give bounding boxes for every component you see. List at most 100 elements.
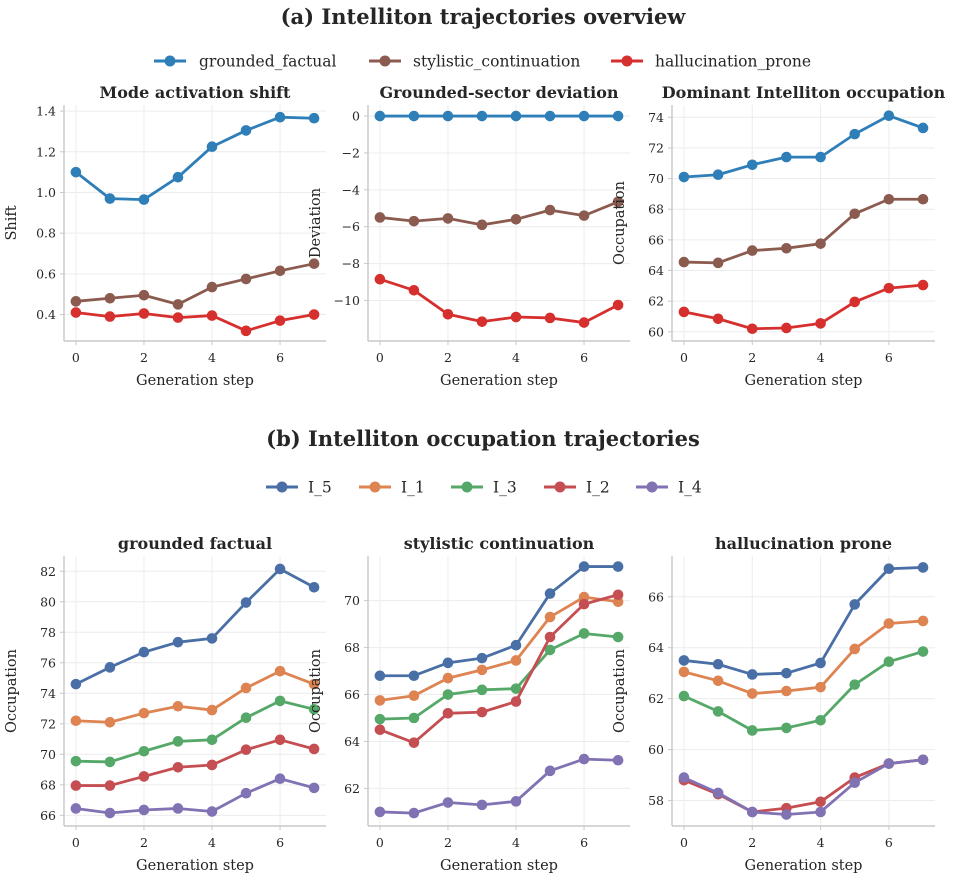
data-point-hallucination-prone bbox=[712, 313, 724, 325]
series-line-i-5 bbox=[682, 566, 925, 676]
data-point-i-2 bbox=[206, 759, 218, 771]
data-point-i-4 bbox=[578, 753, 590, 765]
data-point-stylistic-continuation bbox=[408, 215, 420, 227]
series-grounded-factual bbox=[678, 110, 929, 183]
y-tick-label: 0 bbox=[352, 109, 360, 124]
panel-title: hallucination prone bbox=[715, 534, 892, 553]
series-line-i-3 bbox=[378, 632, 620, 721]
series-line-i-4 bbox=[378, 757, 620, 815]
data-point-i-1 bbox=[442, 672, 454, 684]
data-point-i-3 bbox=[883, 656, 895, 668]
data-point-i-4 bbox=[544, 765, 556, 777]
panel-dominant-intelliton-occupation: 60 62 64 66 68 70 72 74 0 2 4 6 Dominant Intelliton … bbox=[612, 83, 946, 389]
series-line-i-1 bbox=[378, 595, 620, 702]
data-point-i-5 bbox=[815, 657, 826, 669]
data-point-hallucination-prone bbox=[917, 279, 929, 291]
x-tick-label: 4 bbox=[208, 835, 216, 850]
series-i-5 bbox=[678, 562, 929, 680]
series-i-2 bbox=[374, 589, 624, 748]
panel-title: grounded factual bbox=[118, 534, 272, 553]
data-point-i-3 bbox=[678, 690, 690, 702]
y-tick-label: 74 bbox=[648, 110, 664, 125]
data-point-i-3 bbox=[274, 695, 286, 707]
section-a-title: (a) Intelliton trajectories overview bbox=[281, 4, 687, 29]
section-b-legend: I_5 I_1 I_3 I_2 I_4 bbox=[266, 479, 702, 497]
data-point-i-4 bbox=[476, 799, 488, 811]
data-point-i-1 bbox=[476, 664, 488, 676]
series-line-grounded-factual bbox=[74, 115, 316, 202]
data-point-grounded-factual bbox=[781, 151, 792, 163]
data-point-stylistic-continuation bbox=[138, 289, 150, 301]
y-tick-label: 62 bbox=[648, 294, 664, 309]
y-tick-label: 70 bbox=[344, 593, 360, 608]
data-point-i-1 bbox=[206, 704, 218, 716]
data-point-i-5 bbox=[70, 678, 82, 690]
data-point-i-1 bbox=[70, 715, 82, 727]
x-tick-label: 0 bbox=[72, 835, 80, 850]
data-point-i-3 bbox=[442, 689, 454, 700]
data-point-i-5 bbox=[408, 670, 420, 682]
x-tick-label: 0 bbox=[680, 835, 688, 850]
data-point-grounded-factual bbox=[544, 110, 556, 122]
data-point-hallucination-prone bbox=[138, 308, 150, 319]
y-tick-label: 72 bbox=[40, 716, 56, 731]
data-point-i-4 bbox=[172, 803, 184, 814]
x-tick-label: 2 bbox=[140, 350, 148, 365]
x-axis-label: Generation step bbox=[745, 373, 863, 389]
data-point-i-4 bbox=[104, 807, 116, 819]
data-point-hallucination-prone bbox=[104, 311, 116, 322]
data-point-i-3 bbox=[917, 646, 929, 657]
legend-marker-i-5 bbox=[276, 481, 288, 493]
data-point-grounded-factual bbox=[240, 125, 252, 136]
y-tick-label: −8 bbox=[342, 256, 360, 271]
data-point-i-5 bbox=[917, 562, 929, 573]
series-i-4 bbox=[678, 754, 929, 820]
legend-label-i-4: I_4 bbox=[678, 479, 702, 497]
data-point-i-5 bbox=[172, 636, 184, 648]
data-point-grounded-factual bbox=[70, 166, 82, 178]
series-i-3 bbox=[678, 646, 929, 736]
y-tick-label: 66 bbox=[648, 589, 664, 604]
series-line-i-1 bbox=[74, 669, 316, 724]
series-line-hallucination-prone bbox=[378, 277, 620, 324]
x-tick-label: 6 bbox=[276, 835, 284, 850]
y-tick-label: 80 bbox=[40, 594, 56, 609]
series-i-4 bbox=[70, 773, 320, 819]
y-tick-label: 64 bbox=[648, 640, 664, 655]
x-tick-label: 4 bbox=[817, 350, 825, 365]
y-tick-label: −6 bbox=[342, 219, 360, 234]
y-tick-label: 66 bbox=[648, 232, 664, 247]
data-point-i-4 bbox=[510, 796, 522, 807]
data-point-i-3 bbox=[544, 644, 556, 656]
y-tick-label: 76 bbox=[40, 655, 56, 670]
data-point-i-5 bbox=[374, 670, 386, 682]
data-point-i-5 bbox=[510, 639, 522, 651]
series-hallucination-prone bbox=[70, 307, 320, 337]
data-point-i-2 bbox=[408, 737, 420, 748]
data-point-i-3 bbox=[104, 756, 116, 768]
data-point-i-3 bbox=[70, 755, 82, 767]
legend-label-i-1: I_1 bbox=[401, 479, 425, 497]
data-point-grounded-factual bbox=[104, 193, 116, 204]
data-point-stylistic-continuation bbox=[274, 265, 286, 277]
x-tick-label: 6 bbox=[885, 835, 893, 850]
panel-grounded-factual: 66 68 70 72 74 76 78 80 82 0 2 4 6 grounded factual Ge… bbox=[4, 534, 326, 874]
data-point-i-3 bbox=[815, 714, 826, 726]
data-point-i-5 bbox=[104, 662, 116, 673]
series-i-1 bbox=[374, 591, 624, 706]
data-point-grounded-factual bbox=[308, 112, 320, 124]
y-tick-label: 68 bbox=[40, 777, 56, 792]
data-point-grounded-factual bbox=[815, 151, 826, 163]
panel-hallucination-prone: 58 60 62 64 66 0 2 4 6 hallucination prone Generat… bbox=[612, 534, 935, 874]
y-axis-label: Occupation bbox=[612, 649, 628, 733]
data-point-i-3 bbox=[206, 734, 218, 746]
data-point-i-2 bbox=[70, 780, 82, 791]
x-tick-label: 2 bbox=[748, 350, 756, 365]
y-tick-label: 1.4 bbox=[36, 104, 56, 119]
data-point-hallucination-prone bbox=[849, 296, 861, 308]
data-point-i-1 bbox=[374, 695, 386, 706]
data-point-i-1 bbox=[510, 655, 522, 666]
data-point-i-2 bbox=[442, 708, 454, 719]
data-point-hallucination-prone bbox=[476, 316, 488, 327]
